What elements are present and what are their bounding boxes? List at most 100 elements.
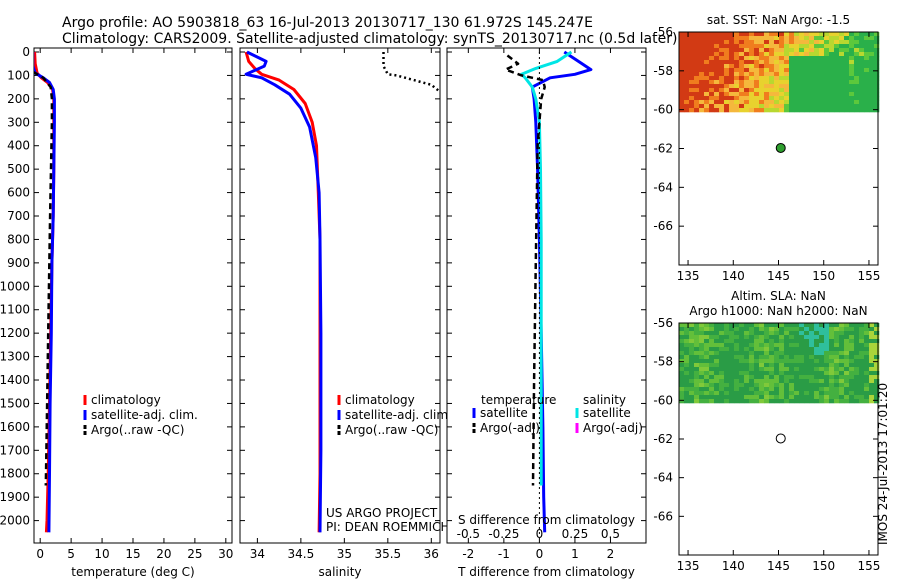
- sst_map-cell: [819, 104, 825, 109]
- sst_map-cell: [774, 84, 780, 89]
- sst_map-cell: [844, 108, 850, 113]
- sla_map-cell: [734, 347, 740, 352]
- sla_map-cell: [714, 335, 720, 340]
- sst_map-cell: [684, 92, 690, 97]
- sst_map-cell: [854, 92, 860, 97]
- sla_map-cell: [839, 387, 845, 392]
- sst_map-cell: [814, 72, 820, 77]
- sla_map-cell: [824, 367, 830, 372]
- sst_map-cell: [804, 64, 810, 69]
- sst_map-cell: [834, 48, 840, 53]
- sst_map-cell: [854, 104, 860, 109]
- sst_map-cell: [809, 96, 815, 101]
- sla_map-cell: [694, 399, 700, 404]
- sla_map-ytick-label: -58: [653, 355, 673, 369]
- sst_map-cell: [814, 48, 820, 53]
- sla_map-cell: [714, 339, 720, 344]
- sst_map-cell: [744, 72, 750, 77]
- sla_map-cell: [774, 355, 780, 360]
- sla_map-cell: [834, 387, 840, 392]
- sst_map-cell: [764, 108, 770, 113]
- salinity-legend-1-label: satellite-adj. clim.: [345, 408, 452, 422]
- difference-s-tick-label: 0.25: [562, 527, 589, 541]
- sla_map-cell: [864, 339, 870, 344]
- sst_map-cell: [864, 48, 870, 53]
- sst_map-cell: [734, 104, 740, 109]
- sla_map-cell: [679, 335, 685, 340]
- sla_map-cell: [834, 391, 840, 396]
- sst_map-cell: [809, 80, 815, 85]
- sst_map-cell: [799, 108, 805, 113]
- sla_map-cell: [799, 331, 805, 336]
- sla_map-cell: [719, 371, 725, 376]
- sla_map-cell: [839, 343, 845, 348]
- sst_map-cell: [844, 60, 850, 65]
- sla_map-cell: [859, 335, 865, 340]
- sla_map-cell: [719, 343, 725, 348]
- sst_map-cell: [754, 36, 760, 41]
- sst_map-cell: [774, 96, 780, 101]
- sst_map-cell: [869, 44, 875, 49]
- sst_map-cell: [749, 84, 755, 89]
- sla_map-cell: [689, 399, 695, 404]
- sla_map-cell: [719, 387, 725, 392]
- sla_map-cell: [814, 395, 820, 400]
- sst_map-cell: [874, 56, 880, 61]
- sla_map-cell: [704, 323, 710, 328]
- sla_map-cell: [714, 331, 720, 336]
- sla_map-cell: [849, 343, 855, 348]
- sst_map-cell: [799, 40, 805, 45]
- sla_map-cell: [704, 383, 710, 388]
- sla_map-cell: [719, 375, 725, 380]
- sla_map-cell: [749, 359, 755, 364]
- sla_map-cell: [709, 323, 715, 328]
- sst_map-xtick-label: 135: [677, 269, 700, 283]
- sla_map-cell: [744, 371, 750, 376]
- sla-map-subtitle: Argo h1000: NaN h2000: NaN: [689, 304, 867, 318]
- sst_map-cell: [864, 40, 870, 45]
- sst_map-cell: [849, 48, 855, 53]
- sla_map-cell: [704, 399, 710, 404]
- sla_map-cell: [789, 323, 795, 328]
- sla_map-cell: [689, 383, 695, 388]
- sst_map-cell: [729, 100, 735, 105]
- sst_map-cell: [814, 64, 820, 69]
- sst_map-cell: [819, 64, 825, 69]
- sla_map-cell: [774, 379, 780, 384]
- sst_map-cell: [854, 100, 860, 105]
- sla_map-cell: [844, 399, 850, 404]
- salinity-xtick-label: 34: [250, 547, 265, 561]
- sla_map-cell: [804, 363, 810, 368]
- sla_map-cell: [724, 387, 730, 392]
- sst_map-cell: [859, 104, 865, 109]
- sst_map-cell: [849, 52, 855, 57]
- sla_map-cell: [699, 347, 705, 352]
- sla_map-cell: [814, 327, 820, 332]
- sst_map-cell: [744, 80, 750, 85]
- difference-s-tick-label: -0.25: [488, 527, 519, 541]
- sla_map-cell: [794, 371, 800, 376]
- sla_map-cell: [864, 391, 870, 396]
- sst_map-cell: [859, 100, 865, 105]
- sla_map-cell: [689, 387, 695, 392]
- sla_map-cell: [789, 359, 795, 364]
- sst_map-cell: [734, 80, 740, 85]
- sst_map-cell: [724, 108, 730, 113]
- sla_map-cell: [724, 359, 730, 364]
- sla_map-cell: [779, 347, 785, 352]
- sla_map-cell: [864, 367, 870, 372]
- sst_map-cell: [774, 104, 780, 109]
- sla_map-cell: [819, 387, 825, 392]
- sst_map-cell: [754, 92, 760, 97]
- sst_map-cell: [839, 100, 845, 105]
- sla_map-cell: [709, 343, 715, 348]
- sst_map-cell: [869, 52, 875, 57]
- sla_map-cell: [744, 331, 750, 336]
- sst_map-cell: [849, 68, 855, 73]
- sla_map-cell: [764, 391, 770, 396]
- sla_map-cell: [679, 387, 685, 392]
- sla_map-cell: [684, 399, 690, 404]
- temperature-xtick-label: 5: [67, 547, 75, 561]
- sla_map-cell: [744, 379, 750, 384]
- sla_map-cell: [704, 343, 710, 348]
